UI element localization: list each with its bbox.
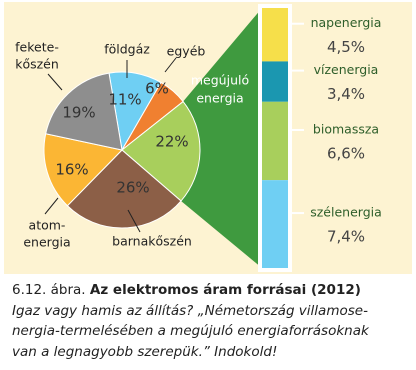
leader-line: [127, 209, 141, 233]
bar-segment: [262, 61, 288, 102]
segment-value-label: 3,4%: [327, 85, 365, 103]
slice-value-label: 6%: [145, 80, 169, 98]
connector: [181, 8, 262, 268]
slice-label: egyéb: [167, 44, 206, 59]
slice-label: barnakőszén: [112, 234, 192, 249]
caption-label: 6.12. ábra.: [12, 282, 86, 298]
label-panel: [292, 4, 402, 272]
segment-value-label: 4,5%: [327, 38, 365, 56]
slice-label: földgáz: [104, 42, 150, 57]
slice-label: atom-: [29, 218, 66, 233]
bar-segment: [262, 180, 288, 268]
plot: 11% földgáz 6% egyéb 22% megújuló energia 26% ba…: [15, 4, 402, 272]
caption-text: van a legnagyobb szerepük.” Indokold!: [12, 344, 277, 360]
leader-line: [47, 73, 63, 91]
pie-slice: [43, 133, 123, 207]
slice-value-label: 22%: [155, 133, 188, 151]
caption-text: Igaz vagy hamis az állítás? „Németország…: [12, 303, 368, 319]
slice-label: megújuló: [191, 73, 249, 88]
segment-label: vízenergia: [314, 62, 379, 77]
segment-value-label: 6,6%: [327, 144, 365, 162]
caption-line: 6.12. ábra. Az elektromos áram forrásai …: [12, 282, 361, 298]
leader-line: [44, 197, 59, 215]
segment-label: szélenergia: [310, 205, 382, 220]
leader-line: [164, 57, 177, 73]
slice-label: energia: [23, 235, 70, 250]
slice-value-label: 26%: [116, 179, 149, 197]
segment-value-label: 7,4%: [327, 228, 365, 246]
pie-slice: [121, 100, 201, 202]
bar-segment: [262, 8, 288, 62]
caption-text: nergia-termelésében a megújuló energiafo…: [12, 323, 370, 339]
slice-label: energia: [196, 91, 243, 106]
caption-title: Az elektromos áram forrásai (2012): [90, 282, 361, 298]
slice-label: fekete-: [15, 40, 59, 55]
slice-value-label: 11%: [108, 91, 141, 109]
slice-label: kőszén: [15, 57, 59, 72]
pie-slice: [45, 72, 123, 151]
pie-slice: [66, 149, 182, 229]
bar-segment: [262, 101, 288, 181]
slice-value-label: 16%: [55, 161, 88, 179]
slice-value-label: 19%: [62, 104, 95, 122]
segment-label: napenergia: [311, 15, 382, 30]
segment-label: biomassza: [313, 121, 379, 136]
